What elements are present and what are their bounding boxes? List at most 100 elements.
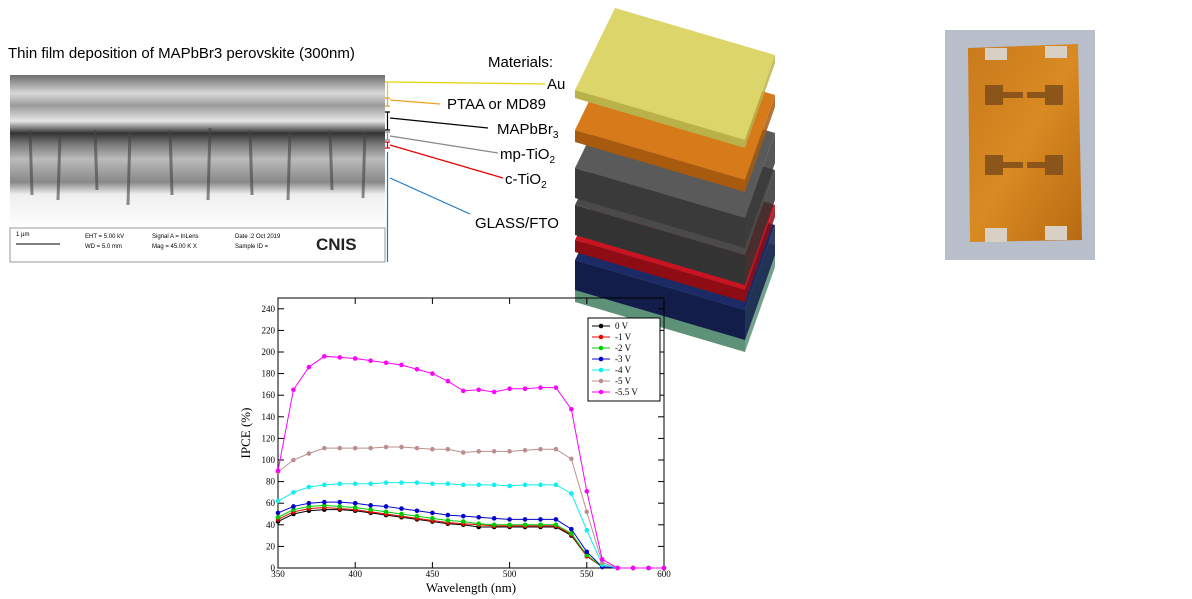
data-point xyxy=(615,566,620,571)
data-point xyxy=(585,528,590,533)
data-point xyxy=(554,447,559,452)
data-point xyxy=(322,446,327,451)
data-point xyxy=(538,517,543,522)
legend-label: -4 V xyxy=(615,365,632,375)
y-tick-label: 140 xyxy=(262,412,276,422)
x-axis-label: Wavelength (nm) xyxy=(426,580,516,595)
slide: Thin film deposition of MAPbBr3 perovski… xyxy=(0,0,1192,599)
data-point xyxy=(322,354,327,359)
data-point xyxy=(368,481,373,486)
data-point xyxy=(461,450,466,455)
y-tick-label: 100 xyxy=(262,455,276,465)
data-point xyxy=(554,517,559,522)
data-point xyxy=(337,446,342,451)
series-line xyxy=(278,447,664,568)
data-point xyxy=(554,385,559,390)
sem-eht: EHT = 5.00 kV xyxy=(85,234,124,240)
data-point xyxy=(461,519,466,524)
data-point xyxy=(523,523,528,528)
data-point xyxy=(538,523,543,528)
y-tick-label: 180 xyxy=(262,369,276,379)
data-point xyxy=(430,481,435,486)
y-tick-label: 240 xyxy=(262,304,276,314)
data-point xyxy=(554,483,559,488)
series-line xyxy=(278,510,664,568)
data-point xyxy=(492,516,497,521)
stack-heading: Materials: xyxy=(488,54,553,71)
label-glass: GLASS/FTO xyxy=(475,215,559,232)
data-point xyxy=(307,485,312,490)
label-text: MAPbBr xyxy=(497,121,553,138)
sem-signal: Signal A = InLens xyxy=(152,234,199,240)
data-point xyxy=(585,510,590,515)
series-line xyxy=(278,502,664,568)
label-ptaa: PTAA or MD89 xyxy=(447,96,546,113)
data-point xyxy=(399,445,404,450)
data-point xyxy=(507,386,512,391)
data-point xyxy=(507,523,512,528)
data-point xyxy=(523,386,528,391)
data-point xyxy=(476,521,481,526)
data-point xyxy=(415,367,420,372)
data-point xyxy=(538,483,543,488)
data-point xyxy=(507,449,512,454)
data-point xyxy=(353,505,358,510)
data-point xyxy=(368,503,373,508)
x-tick-label: 550 xyxy=(580,569,594,579)
data-point xyxy=(538,385,543,390)
data-point xyxy=(307,451,312,456)
data-point xyxy=(461,483,466,488)
sem-scale: 1 µm xyxy=(16,232,29,238)
data-point xyxy=(569,457,574,462)
label-sub: 2 xyxy=(549,155,555,166)
legend-label: -5 V xyxy=(615,376,632,386)
data-point xyxy=(446,447,451,452)
label-au: Au xyxy=(547,76,565,93)
sem-logo: CNIS xyxy=(316,235,357,254)
data-point xyxy=(276,515,281,520)
data-point xyxy=(523,483,528,488)
data-point xyxy=(276,499,281,504)
data-point xyxy=(446,481,451,486)
data-point xyxy=(384,480,389,485)
data-point xyxy=(384,510,389,515)
x-tick-label: 500 xyxy=(503,569,517,579)
data-point xyxy=(353,481,358,486)
data-point xyxy=(337,504,342,509)
y-axis-label: IPCE (%) xyxy=(238,408,253,459)
data-point xyxy=(662,566,667,571)
data-point xyxy=(476,515,481,520)
sem-wd: WD = 5.0 mm xyxy=(85,244,122,250)
data-point xyxy=(446,379,451,384)
data-point xyxy=(569,491,574,496)
series-line xyxy=(278,505,664,568)
label-mapbbr: MAPbBr3 xyxy=(497,121,559,141)
sem-mag: Mag = 45.00 K X xyxy=(152,244,197,250)
data-point xyxy=(276,511,281,516)
data-point xyxy=(353,501,358,506)
data-point xyxy=(415,480,420,485)
data-point xyxy=(399,363,404,368)
legend-label: -5.5 V xyxy=(615,387,638,397)
y-tick-label: 60 xyxy=(266,498,276,508)
data-point xyxy=(399,506,404,511)
data-point xyxy=(291,458,296,463)
data-point xyxy=(307,501,312,506)
y-tick-label: 120 xyxy=(262,433,276,443)
data-point xyxy=(307,365,312,370)
legend-swatch xyxy=(599,335,604,340)
legend-swatch xyxy=(599,324,604,329)
data-point xyxy=(353,446,358,451)
data-point xyxy=(430,447,435,452)
layer-stack xyxy=(575,8,775,352)
legend-label: -3 V xyxy=(615,354,632,364)
data-point xyxy=(492,390,497,395)
data-point xyxy=(646,566,651,571)
y-tick-label: 160 xyxy=(262,390,276,400)
data-point xyxy=(507,484,512,489)
data-point xyxy=(492,483,497,488)
y-tick-label: 20 xyxy=(266,541,276,551)
y-tick-label: 220 xyxy=(262,325,276,335)
data-point xyxy=(600,557,605,562)
data-point xyxy=(430,511,435,516)
